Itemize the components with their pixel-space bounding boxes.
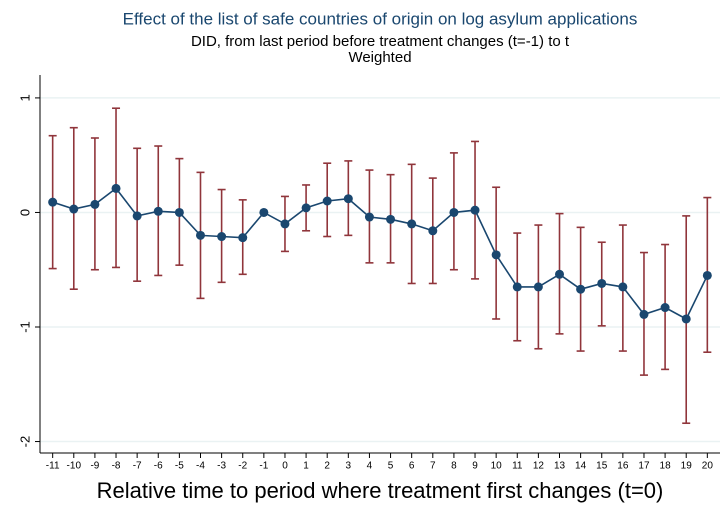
x-tick-label: 19	[681, 461, 693, 472]
y-tick-label: 1	[17, 94, 32, 101]
x-tick-label: 1	[303, 461, 309, 472]
point	[597, 278, 607, 288]
x-tick-label: 12	[533, 461, 545, 472]
point	[491, 250, 501, 260]
x-tick-label: -8	[112, 461, 121, 472]
chart-subtitle: DID, from last period before treatment c…	[191, 33, 570, 50]
x-tick-label: -9	[90, 461, 99, 472]
x-tick-label: 14	[575, 461, 587, 472]
x-tick-label: -4	[196, 461, 205, 472]
point	[132, 211, 142, 221]
x-tick-label: 16	[617, 461, 629, 472]
point	[301, 203, 311, 213]
x-tick-label: 9	[472, 461, 478, 472]
x-tick-label: 3	[346, 461, 352, 472]
point	[322, 196, 332, 206]
point	[428, 226, 438, 236]
x-tick-label: -1	[259, 461, 268, 472]
chart-subtitle: Weighted	[348, 49, 411, 66]
x-tick-label: -6	[154, 461, 163, 472]
point	[259, 207, 269, 217]
point	[217, 232, 227, 242]
point	[533, 282, 543, 292]
point	[449, 207, 459, 217]
x-tick-label: 5	[388, 461, 394, 472]
point	[153, 206, 163, 216]
x-tick-label: 11	[512, 461, 523, 472]
x-tick-label: 8	[451, 461, 457, 472]
point	[702, 270, 712, 280]
x-tick-label: 4	[367, 461, 373, 472]
point	[69, 204, 79, 214]
point	[660, 303, 670, 313]
point	[386, 214, 396, 224]
x-tick-label: 13	[554, 461, 566, 472]
point	[470, 205, 480, 215]
point	[364, 212, 374, 222]
x-tick-label: 7	[430, 461, 436, 472]
x-tick-label: 10	[491, 461, 503, 472]
point	[407, 219, 417, 229]
y-tick-label: 0	[17, 209, 32, 216]
point	[343, 194, 353, 204]
x-tick-label: -5	[175, 461, 184, 472]
x-tick-label: 6	[409, 461, 415, 472]
x-tick-label: 15	[596, 461, 608, 472]
x-tick-label: -11	[46, 461, 60, 472]
point	[111, 183, 121, 193]
y-tick-label: -2	[17, 436, 32, 448]
x-tick-label: 2	[324, 461, 330, 472]
chart-title: Effect of the list of safe countries of …	[123, 9, 638, 28]
point	[195, 230, 205, 240]
point	[555, 269, 565, 279]
x-tick-label: -2	[238, 461, 247, 472]
point	[576, 284, 586, 294]
x-tick-label: -7	[133, 461, 142, 472]
point	[174, 207, 184, 217]
x-tick-label: 0	[282, 461, 288, 472]
point	[48, 197, 58, 207]
point	[681, 314, 691, 324]
x-tick-label: 20	[702, 461, 714, 472]
point	[639, 309, 649, 319]
point	[618, 282, 628, 292]
x-tick-label: 18	[660, 461, 672, 472]
point	[90, 199, 100, 209]
x-tick-label: 17	[638, 461, 650, 472]
x-axis-label: Relative time to period where treatment …	[97, 478, 664, 503]
point	[280, 219, 290, 229]
x-tick-label: -3	[217, 461, 226, 472]
y-tick-label: -1	[17, 321, 32, 333]
point	[238, 233, 248, 243]
point	[512, 282, 522, 292]
x-tick-label: -10	[67, 461, 82, 472]
